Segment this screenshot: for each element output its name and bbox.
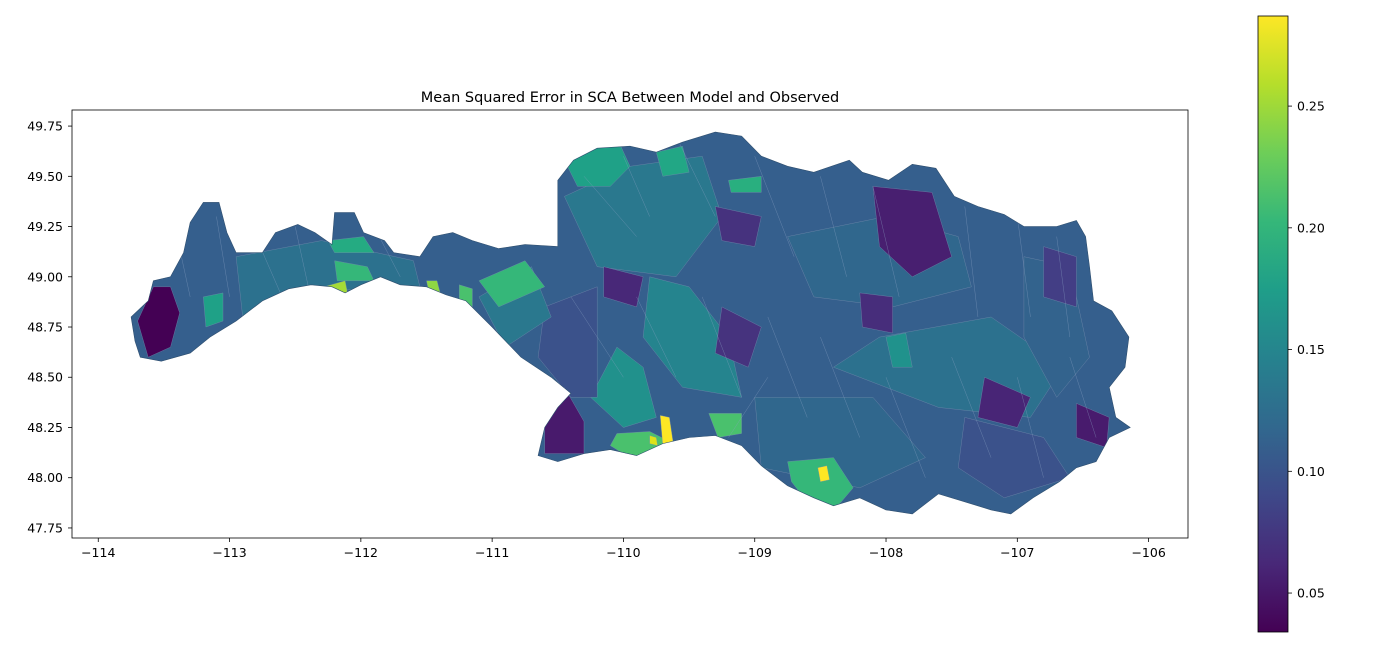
boundary-line-18 [951, 357, 992, 458]
low-error-patch-5 [977, 376, 1031, 428]
high-error-patch-11 [708, 413, 742, 438]
high-error-patch-7 [478, 260, 545, 308]
y-tick-label: 48.25 [27, 420, 63, 435]
colorbar-gradient [1257, 15, 1289, 633]
colorbar-tick-label: 0.05 [1297, 586, 1325, 601]
boundary-line-11 [1056, 236, 1071, 338]
low-error-patch-9 [715, 306, 762, 368]
boundary-line-3 [583, 176, 637, 237]
boundary-line-6 [754, 156, 795, 257]
boundary-line-23 [728, 377, 769, 438]
x-tick-label: −107 [1000, 545, 1034, 560]
colorbar: 0.05 0.10 0.15 0.20 0.25 [1257, 15, 1325, 633]
x-tick-label: −111 [475, 545, 509, 560]
map-title: Mean Squared Error in SCA Between Model … [421, 90, 839, 106]
colorbar-ticks: 0.05 0.10 0.15 0.20 0.25 [1288, 99, 1325, 601]
boundary-line-19 [1017, 377, 1044, 478]
boundary-line-8 [872, 186, 900, 297]
low-error-patch-7 [859, 292, 893, 334]
colorbar-tick-label: 0.10 [1297, 464, 1325, 479]
boundary-line-4 [623, 156, 650, 217]
axes-frame [71, 109, 1189, 539]
y-tick-label: 48.50 [27, 370, 63, 385]
high-error-patch-14 [203, 292, 224, 328]
boundary-line-17 [885, 377, 926, 478]
y-tick-label: 49.50 [27, 169, 63, 184]
x-tick-label: −108 [869, 545, 903, 560]
boundary-line-7 [820, 176, 847, 277]
basin-outline [130, 131, 1131, 515]
subbasin-boundaries [176, 136, 1097, 478]
boundary-line-5 [675, 136, 716, 217]
high-error-patch-10 [649, 435, 658, 446]
boundary-line-14 [702, 296, 742, 398]
y-tick-label: 48.75 [27, 320, 63, 335]
subbasin-patch-9 [958, 417, 1071, 498]
x-axis: −114 −113 −112 −111 −110 −109 −108 −107 −106 [81, 538, 1166, 560]
boundary-line-16 [820, 336, 860, 438]
high-error-patch-2 [327, 236, 375, 253]
high-error-patch-13 [817, 465, 830, 482]
high-error-patch-4 [323, 280, 351, 322]
x-tick-label: −112 [344, 545, 378, 560]
boundary-line-1 [295, 226, 309, 287]
colorbar-tick-label: 0.25 [1297, 99, 1325, 114]
high-error-patch-15 [728, 176, 762, 193]
boundary-line-9 [964, 206, 979, 317]
x-tick-label: −109 [738, 545, 772, 560]
boundary-line-12 [570, 296, 624, 378]
subbasin-patches [137, 145, 1110, 509]
high-error-patch-1 [656, 145, 690, 177]
x-tick-label: −110 [606, 545, 640, 560]
colorbar-tick-label: 0.20 [1297, 220, 1325, 235]
boundary-line-15 [767, 316, 808, 418]
boundary-line-22 [216, 216, 230, 297]
map-axes: −114 −113 −112 −111 −110 −109 −108 −107 −106 47.… [27, 109, 1189, 560]
y-tick-label: 47.75 [27, 520, 63, 535]
low-error-patch-0 [137, 286, 180, 358]
high-error-patch-6 [459, 284, 473, 308]
y-tick-label: 49.75 [27, 119, 63, 134]
x-tick-label: −114 [81, 545, 115, 560]
colorbar-tick-label: 0.15 [1297, 342, 1325, 357]
low-error-patch-2 [603, 266, 644, 308]
x-tick-label: −113 [212, 545, 246, 560]
low-error-patch-4 [872, 186, 952, 278]
boundary-line-13 [636, 296, 677, 378]
y-tick-label: 48.00 [27, 470, 63, 485]
low-error-patch-6 [1043, 246, 1077, 308]
x-tick-label: −106 [1131, 545, 1165, 560]
boundary-line-20 [1069, 357, 1097, 438]
y-axis: 47.75 48.00 48.25 48.50 48.75 49.00 49.25 49.50… [27, 119, 72, 535]
low-error-patch-3 [715, 206, 762, 247]
boundary-line-10 [1017, 216, 1031, 317]
y-tick-label: 49.25 [27, 219, 63, 234]
y-tick-label: 49.00 [27, 269, 63, 284]
high-error-patch-16 [885, 332, 913, 368]
